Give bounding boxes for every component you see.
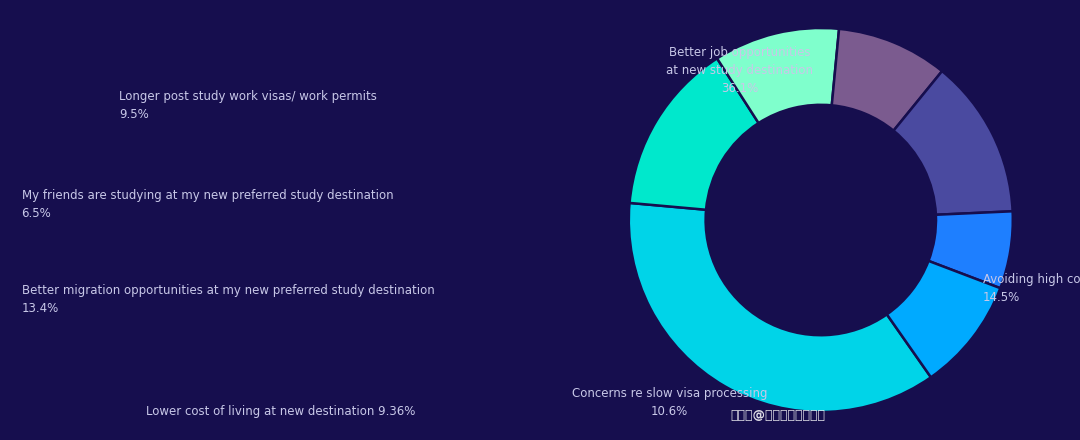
Text: Avoiding high course costs
14.5%: Avoiding high course costs 14.5% [983, 273, 1080, 304]
Text: Lower cost of living at new destination 9.36%: Lower cost of living at new destination … [147, 405, 416, 418]
Text: My friends are studying at my new preferred study destination
6.5%: My friends are studying at my new prefer… [22, 189, 393, 220]
Wedge shape [887, 261, 1000, 377]
Wedge shape [629, 203, 931, 412]
Text: Longer post study work visas/ work permits
9.5%: Longer post study work visas/ work permi… [119, 90, 377, 121]
Text: Better migration opportunities at my new preferred study destination
13.4%: Better migration opportunities at my new… [22, 284, 434, 315]
Text: Concerns re slow visa processing
10.6%: Concerns re slow visa processing 10.6% [571, 387, 768, 418]
Wedge shape [893, 71, 1013, 215]
Wedge shape [832, 29, 942, 131]
Text: 搜狐号@爱康优申留学中心: 搜狐号@爱康优申留学中心 [730, 409, 825, 422]
Text: Better job opportunities
at new study destination
36.1%: Better job opportunities at new study de… [666, 46, 813, 95]
Wedge shape [929, 211, 1013, 288]
Wedge shape [717, 28, 839, 123]
Wedge shape [630, 59, 758, 210]
